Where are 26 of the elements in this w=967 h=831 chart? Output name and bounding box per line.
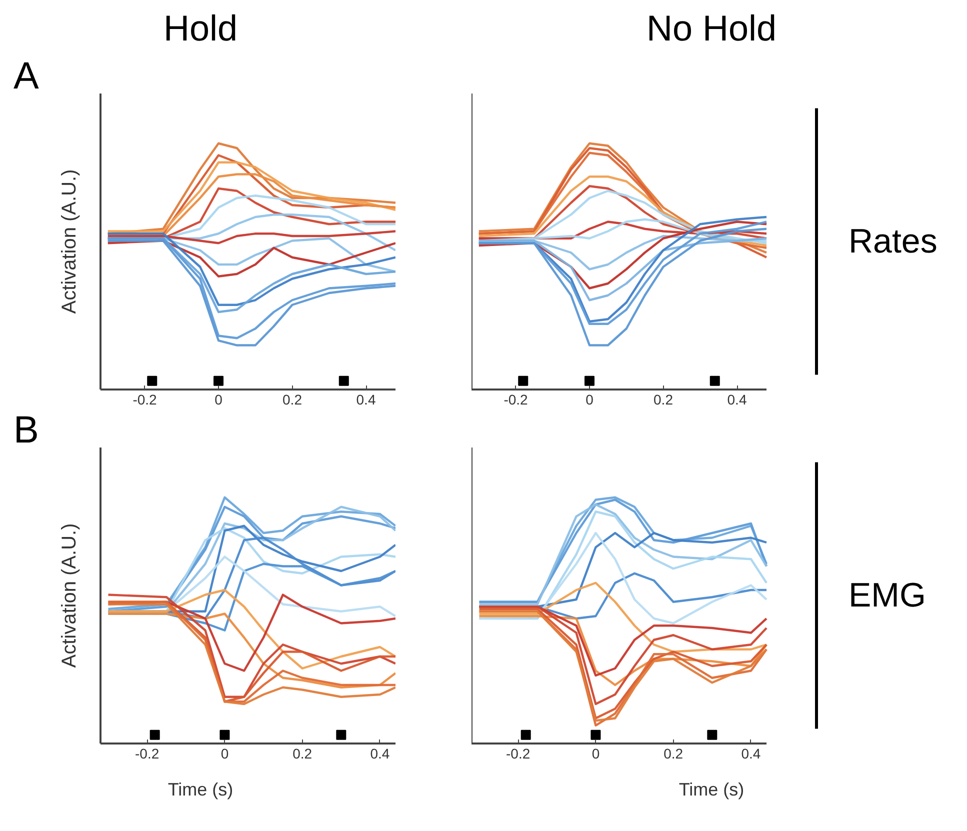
x-tick-label: 0.4 [370,746,390,762]
text: EMG [848,576,926,614]
text: B [14,410,39,452]
x-tick-label: 0 [592,746,600,762]
x-tick-label: 0 [220,746,229,762]
text: Rates [848,222,938,260]
x-tick-label: -0.2 [132,392,158,408]
chart-title: No Hold [646,8,777,48]
y-axis-title: Activation (A.U.) [58,523,80,668]
x-tick-label: -0.2 [504,392,528,408]
x-tick-label: 0.2 [282,392,302,408]
x-tick-label: 0.2 [654,392,674,408]
x-tick-label: 0.2 [664,746,684,762]
x-axis-title: Time (s) [678,780,744,800]
x-tick-label: 0 [214,392,223,408]
x-tick-label: 0.4 [727,392,747,408]
x-axis-title: Time (s) [168,780,234,800]
text: A [14,56,40,98]
x-tick-label: 0.4 [356,392,376,408]
x-tick-label: -0.2 [135,746,160,762]
x-tick-label: 0 [586,392,594,408]
x-tick-label: 0.4 [741,746,761,762]
y-axis-title: Activation (A.U.) [58,169,80,314]
x-tick-label: -0.2 [506,746,530,762]
chart-title: Hold [163,8,238,48]
x-tick-label: 0.2 [292,746,312,762]
